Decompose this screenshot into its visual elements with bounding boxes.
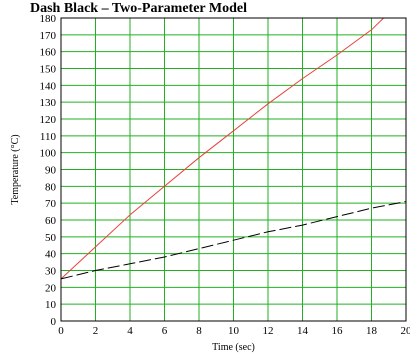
y-tick-label: 0 (51, 316, 57, 328)
y-tick-label: 70 (45, 198, 57, 210)
x-tick-label: 14 (297, 325, 309, 337)
x-tick-label: 16 (332, 325, 344, 337)
y-tick-label: 30 (45, 266, 57, 278)
x-tick-label: 6 (162, 325, 168, 337)
x-tick-label: 2 (93, 325, 99, 337)
x-tick-label: 18 (366, 325, 378, 337)
y-tick-label: 10 (45, 299, 57, 311)
y-tick-label: 40 (45, 249, 57, 261)
y-tick-label: 140 (40, 80, 57, 92)
y-tick-label: 170 (40, 30, 57, 42)
x-tick-label: 4 (127, 325, 133, 337)
series-line-1 (61, 18, 384, 279)
y-tick-label: 80 (45, 181, 57, 193)
y-tick-label: 90 (45, 165, 57, 177)
y-tick-label: 120 (40, 114, 57, 126)
y-tick-label: 160 (40, 47, 57, 59)
y-tick-label: 60 (45, 215, 57, 227)
x-tick-label: 12 (263, 325, 274, 337)
x-tick-label: 20 (401, 325, 410, 337)
y-tick-label: 110 (40, 131, 57, 143)
x-tick-label: 10 (228, 325, 240, 337)
y-tick-label: 180 (40, 13, 57, 25)
x-tick-label: 8 (196, 325, 202, 337)
y-tick-label: 50 (45, 232, 57, 244)
y-tick-label: 20 (45, 282, 57, 294)
y-tick-label: 100 (40, 148, 57, 160)
grid (61, 18, 406, 321)
x-tick-label: 0 (58, 325, 64, 337)
y-axis-label: Temperature (°C) (10, 134, 21, 204)
y-tick-label: 130 (40, 97, 57, 109)
y-tick-label: 150 (40, 64, 57, 76)
x-axis-label: Time (sec) (212, 342, 255, 353)
chart-title: Dash Black – Two-Parameter Model (30, 1, 247, 16)
